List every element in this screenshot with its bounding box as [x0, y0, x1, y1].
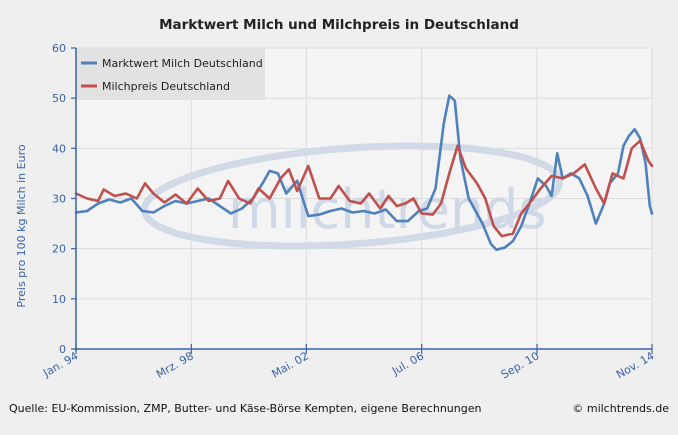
series-layer: [74, 94, 654, 251]
y-tick-label: 30: [52, 193, 66, 206]
y-tick-label: 40: [52, 142, 66, 155]
legend: Marktwert Milch Deutschland Milchpreis D…: [76, 48, 265, 100]
copyright-note: © milchtrends.de: [572, 402, 669, 415]
y-tick-label: 50: [52, 92, 66, 105]
chart-title: Marktwert Milch und Milchpreis in Deutsc…: [159, 17, 519, 33]
series-line-1: [74, 139, 654, 238]
x-tick-label: Jul. 06: [389, 349, 426, 378]
y-axis-label: Preis pro 100 kg Milch in Euro: [15, 144, 28, 307]
legend-entry-marktwert: Marktwert Milch Deutschland: [102, 57, 263, 70]
x-tick-label: Sep. 10: [499, 349, 542, 381]
x-tick-label: Nov. 14: [614, 349, 657, 381]
y-tick-label: 10: [52, 293, 66, 306]
series-line-0: [74, 94, 654, 251]
y-ticks: 0 10 20 30 40 50 60: [52, 42, 76, 356]
y-tick-label: 0: [59, 343, 66, 356]
source-note: Quelle: EU-Kommission, ZMP, Butter- und …: [9, 402, 481, 415]
y-tick-label: 60: [52, 42, 66, 55]
y-tick-label: 20: [52, 243, 66, 256]
legend-box: [76, 48, 265, 100]
legend-entry-milchpreis: Milchpreis Deutschland: [102, 80, 230, 93]
x-tick-label: Mai. 02: [269, 349, 310, 380]
x-tick-label: Mrz. 98: [154, 349, 196, 381]
